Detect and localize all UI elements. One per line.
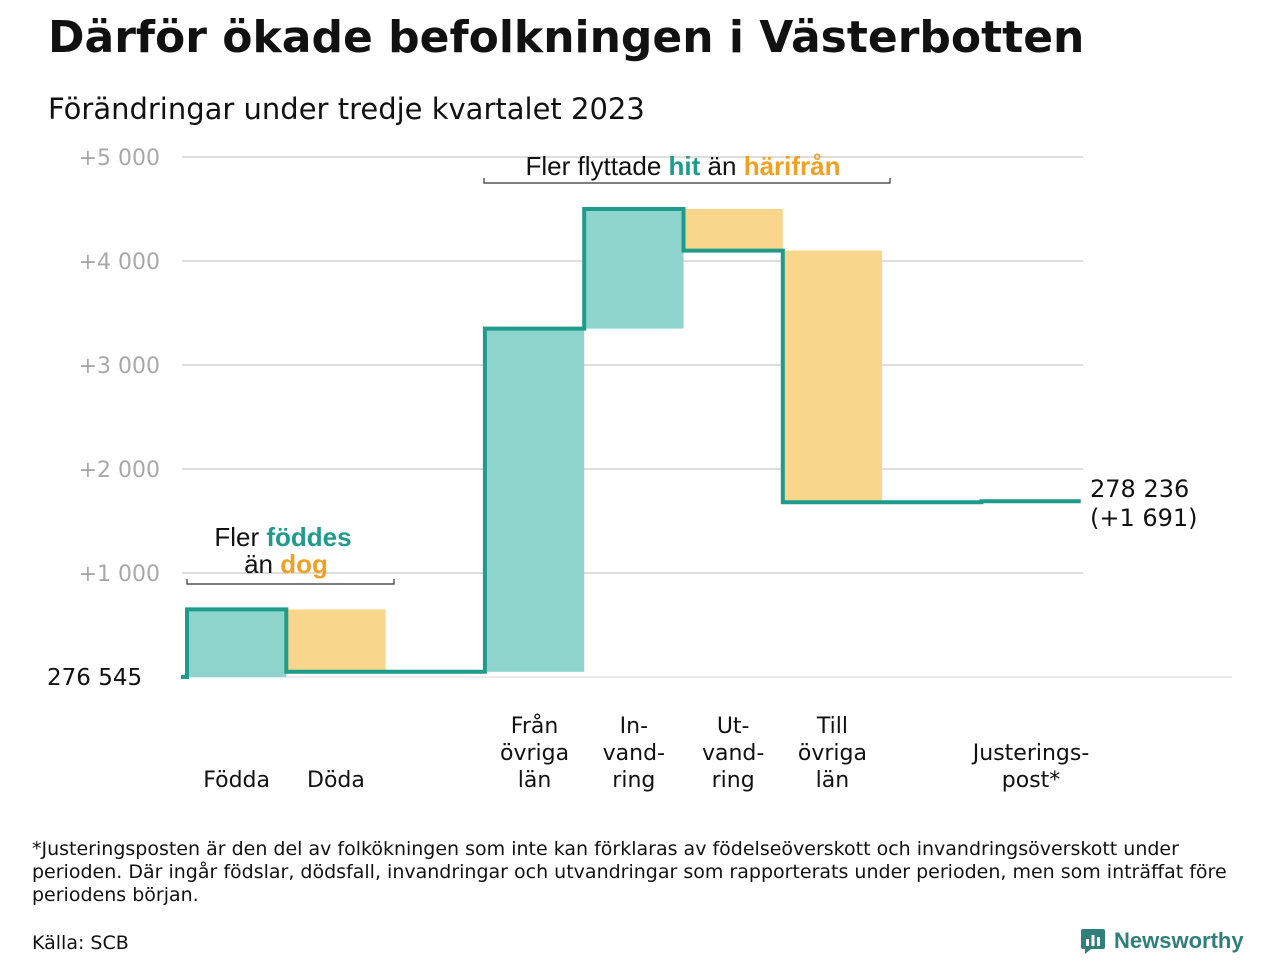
waterfall-chart: +1 000 +2 000 +3 000 +4 000 +5 000 276 545 Föd…: [47, 146, 1232, 793]
waterfall-bar-3: [484, 328, 585, 672]
category-label-3-2: län: [518, 768, 552, 793]
waterfall-bar-4: [584, 209, 684, 329]
category-label-4-0: In-: [620, 714, 648, 739]
y-tick-label-4: +5 000: [79, 146, 160, 171]
category-label-6-2: län: [816, 768, 850, 793]
category-label-5-0: Ut-: [717, 714, 750, 739]
category-label-5-1: vand-: [702, 741, 764, 766]
category-label-6-1: övriga: [798, 741, 867, 766]
category-label-5-2: ring: [712, 768, 755, 793]
births-annotation-line1: Fler föddes: [214, 522, 351, 552]
category-label-8-1: post*: [1002, 768, 1061, 793]
newsworthy-logo-icon: [1081, 929, 1105, 954]
cumulative-step-line: [181, 207, 1081, 679]
y-tick-label-3: +4 000: [79, 250, 160, 275]
births-bracket: [186, 579, 395, 585]
category-label-3-0: Från: [511, 713, 559, 739]
end-value-label: 278 236: [1090, 475, 1189, 503]
newsworthy-logo-text: Newsworthy: [1114, 928, 1244, 953]
chart-subtitle: Förändringar under tredje kvartalet 2023: [48, 92, 645, 126]
category-label-1-0: Döda: [307, 768, 365, 793]
category-label-4-1: vand-: [603, 741, 665, 766]
start-value-label: 276 545: [47, 665, 142, 691]
category-label-6-0: Till: [816, 714, 848, 739]
source: Källa: SCB: [32, 932, 129, 954]
migration-bracket: [483, 178, 891, 184]
y-tick-label-1: +2 000: [79, 458, 160, 483]
waterfall-bar-1: [286, 609, 386, 672]
y-tick-label-2: +3 000: [79, 354, 160, 379]
waterfall-bar-0: [187, 609, 287, 677]
category-label-8-0: Justerings-: [971, 741, 1090, 766]
category-label-3-1: övriga: [500, 741, 569, 766]
newsworthy-logo[interactable]: Newsworthy: [1080, 928, 1244, 954]
births-annotation-line2: än dog: [244, 549, 328, 579]
y-tick-label-0: +1 000: [79, 562, 160, 587]
end-change-label: (+1 691): [1090, 504, 1198, 532]
footnote: *Justeringsposten är den del av folkökni…: [32, 838, 1227, 906]
migration-annotation: Fler flyttade hit än härifrån: [525, 151, 840, 181]
waterfall-bar-5: [683, 209, 783, 251]
waterfall-bar-6: [782, 250, 883, 503]
chart-title: Därför ökade befolkningen i Västerbotten: [48, 12, 1085, 63]
category-label-0-0: Födda: [203, 768, 270, 793]
category-label-4-2: ring: [612, 768, 655, 793]
